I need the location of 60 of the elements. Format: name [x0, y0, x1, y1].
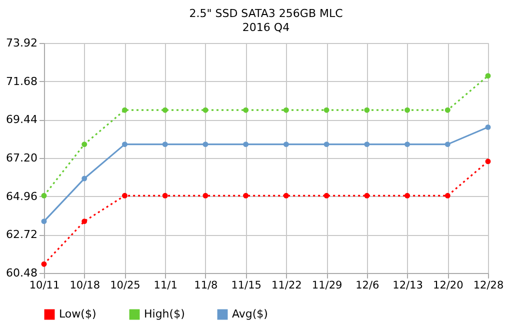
chart-title: 2.5" SSD SATA3 256GB MLC [189, 7, 344, 20]
point [404, 142, 410, 148]
y-tick-label: 69.44 [6, 113, 38, 126]
x-tick-label: 12/20 [433, 280, 464, 292]
point [122, 192, 128, 198]
point [485, 158, 491, 164]
x-tick-label: 11/15 [231, 280, 262, 292]
point [202, 192, 208, 198]
point [283, 192, 289, 198]
x-tick-label: 12/28 [473, 280, 504, 292]
point [122, 142, 128, 148]
legend-label: High($) [144, 308, 185, 321]
chart-subtitle: 2016 Q4 [242, 21, 290, 34]
point [82, 142, 88, 148]
legend-label: Avg($) [232, 308, 268, 321]
point [162, 107, 168, 113]
point [444, 142, 450, 148]
point [404, 107, 410, 113]
x-tick-label: 10/18 [70, 280, 100, 292]
point [243, 192, 249, 198]
point [364, 142, 370, 148]
x-tick-label: 10/11 [29, 280, 60, 292]
point [324, 142, 330, 148]
point [283, 107, 289, 113]
point [444, 107, 450, 113]
point [324, 192, 330, 198]
point [162, 192, 168, 198]
point [162, 142, 168, 148]
legend-label: Low($) [59, 308, 96, 321]
x-tick-label: 11/8 [194, 280, 218, 292]
point [404, 192, 410, 198]
point [324, 107, 330, 113]
y-tick-label: 62.72 [6, 228, 38, 242]
y-tick-label: 73.92 [6, 36, 38, 50]
point [243, 142, 249, 148]
point [485, 73, 491, 79]
y-tick-label: 60.48 [6, 266, 38, 280]
x-tick-label: 12/6 [356, 280, 380, 292]
point [82, 176, 88, 182]
point [41, 192, 47, 198]
point [202, 107, 208, 113]
point [444, 192, 450, 198]
x-tick-label: 11/1 [154, 280, 178, 292]
point [41, 218, 47, 224]
x-tick-label: 12/13 [392, 280, 423, 292]
x-tick-label: 10/25 [110, 280, 140, 292]
point [283, 142, 289, 148]
y-tick-label: 67.20 [6, 152, 38, 164]
point [243, 107, 249, 113]
point [122, 107, 128, 113]
point [364, 107, 370, 113]
y-tick-label: 64.96 [6, 190, 38, 203]
point [202, 142, 208, 148]
point [485, 124, 491, 130]
point [364, 192, 370, 198]
x-tick-label: 11/22 [272, 280, 302, 292]
point [41, 261, 47, 267]
y-tick-label: 71.68 [6, 74, 38, 88]
x-tick-label: 11/29 [312, 280, 342, 292]
point [82, 218, 88, 224]
